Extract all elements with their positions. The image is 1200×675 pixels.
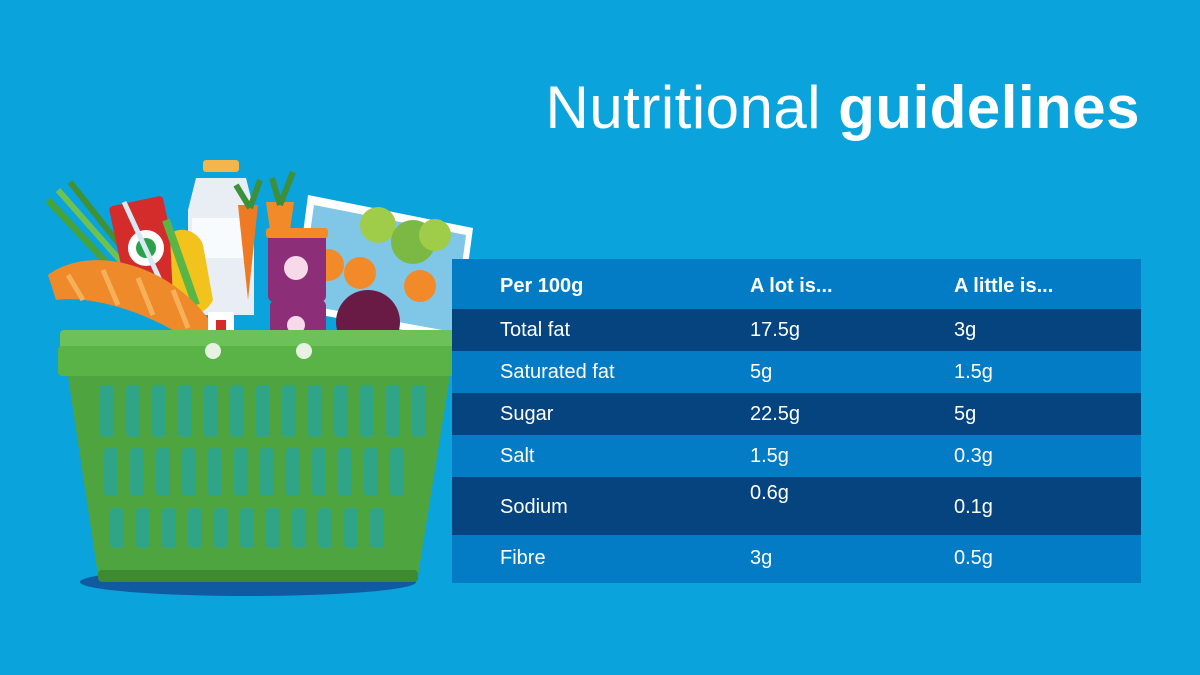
header-per-100g: Per 100g <box>500 275 584 297</box>
handle-rivet-right <box>296 343 312 359</box>
nutrient-name: Salt <box>500 445 535 467</box>
a-lot-value: 3g <box>750 547 773 569</box>
nutrition-table: Per 100g A lot is... A little is... Tota… <box>452 259 1141 583</box>
grocery-basket-illustration <box>45 160 473 596</box>
basket-base <box>98 570 418 582</box>
a-little-value: 1.5g <box>954 361 993 383</box>
nutrient-name: Sodium <box>500 496 568 518</box>
a-little-value: 0.3g <box>954 445 993 467</box>
table-header-row: Per 100g A lot is... A little is... <box>452 259 1141 309</box>
a-lot-value: 5g <box>750 361 773 383</box>
title-light-word: Nutritional <box>545 74 822 141</box>
a-little-value: 3g <box>954 319 977 341</box>
basket-contents <box>45 160 473 354</box>
a-little-value: 5g <box>954 403 977 425</box>
basket-body <box>68 376 450 575</box>
table-row: Salt 1.5g 0.3g <box>452 435 1141 477</box>
nutrient-name: Fibre <box>500 547 546 569</box>
a-little-value: 0.5g <box>954 547 993 569</box>
table-row: Fibre 3g 0.5g <box>452 535 1141 583</box>
handle-rivet-left <box>205 343 221 359</box>
table-row: Sugar 22.5g 5g <box>452 393 1141 435</box>
a-lot-value: 17.5g <box>750 319 801 341</box>
a-lot-value: 0.6g <box>750 482 789 504</box>
table-row: Sodium 0.6g 0.1g <box>452 477 1141 535</box>
table-row: Saturated fat 5g 1.5g <box>452 351 1141 393</box>
nutrient-name: Total fat <box>500 319 571 341</box>
title-bold-word: guidelines <box>838 74 1140 141</box>
page-title: Nutritional guidelines <box>545 78 1140 138</box>
a-little-value: 0.1g <box>954 496 993 518</box>
bread-loaf <box>48 260 213 345</box>
basket-holes <box>100 385 426 548</box>
nutrient-name: Saturated fat <box>500 361 615 383</box>
table-row: Total fat 17.5g 3g <box>452 309 1141 351</box>
header-a-little: A little is... <box>954 275 1054 297</box>
nutrient-name: Sugar <box>500 403 554 425</box>
header-a-lot: A lot is... <box>750 275 833 297</box>
milk-bottle-cap <box>203 160 239 172</box>
a-lot-value: 22.5g <box>750 403 801 425</box>
a-lot-value: 1.5g <box>750 445 789 467</box>
